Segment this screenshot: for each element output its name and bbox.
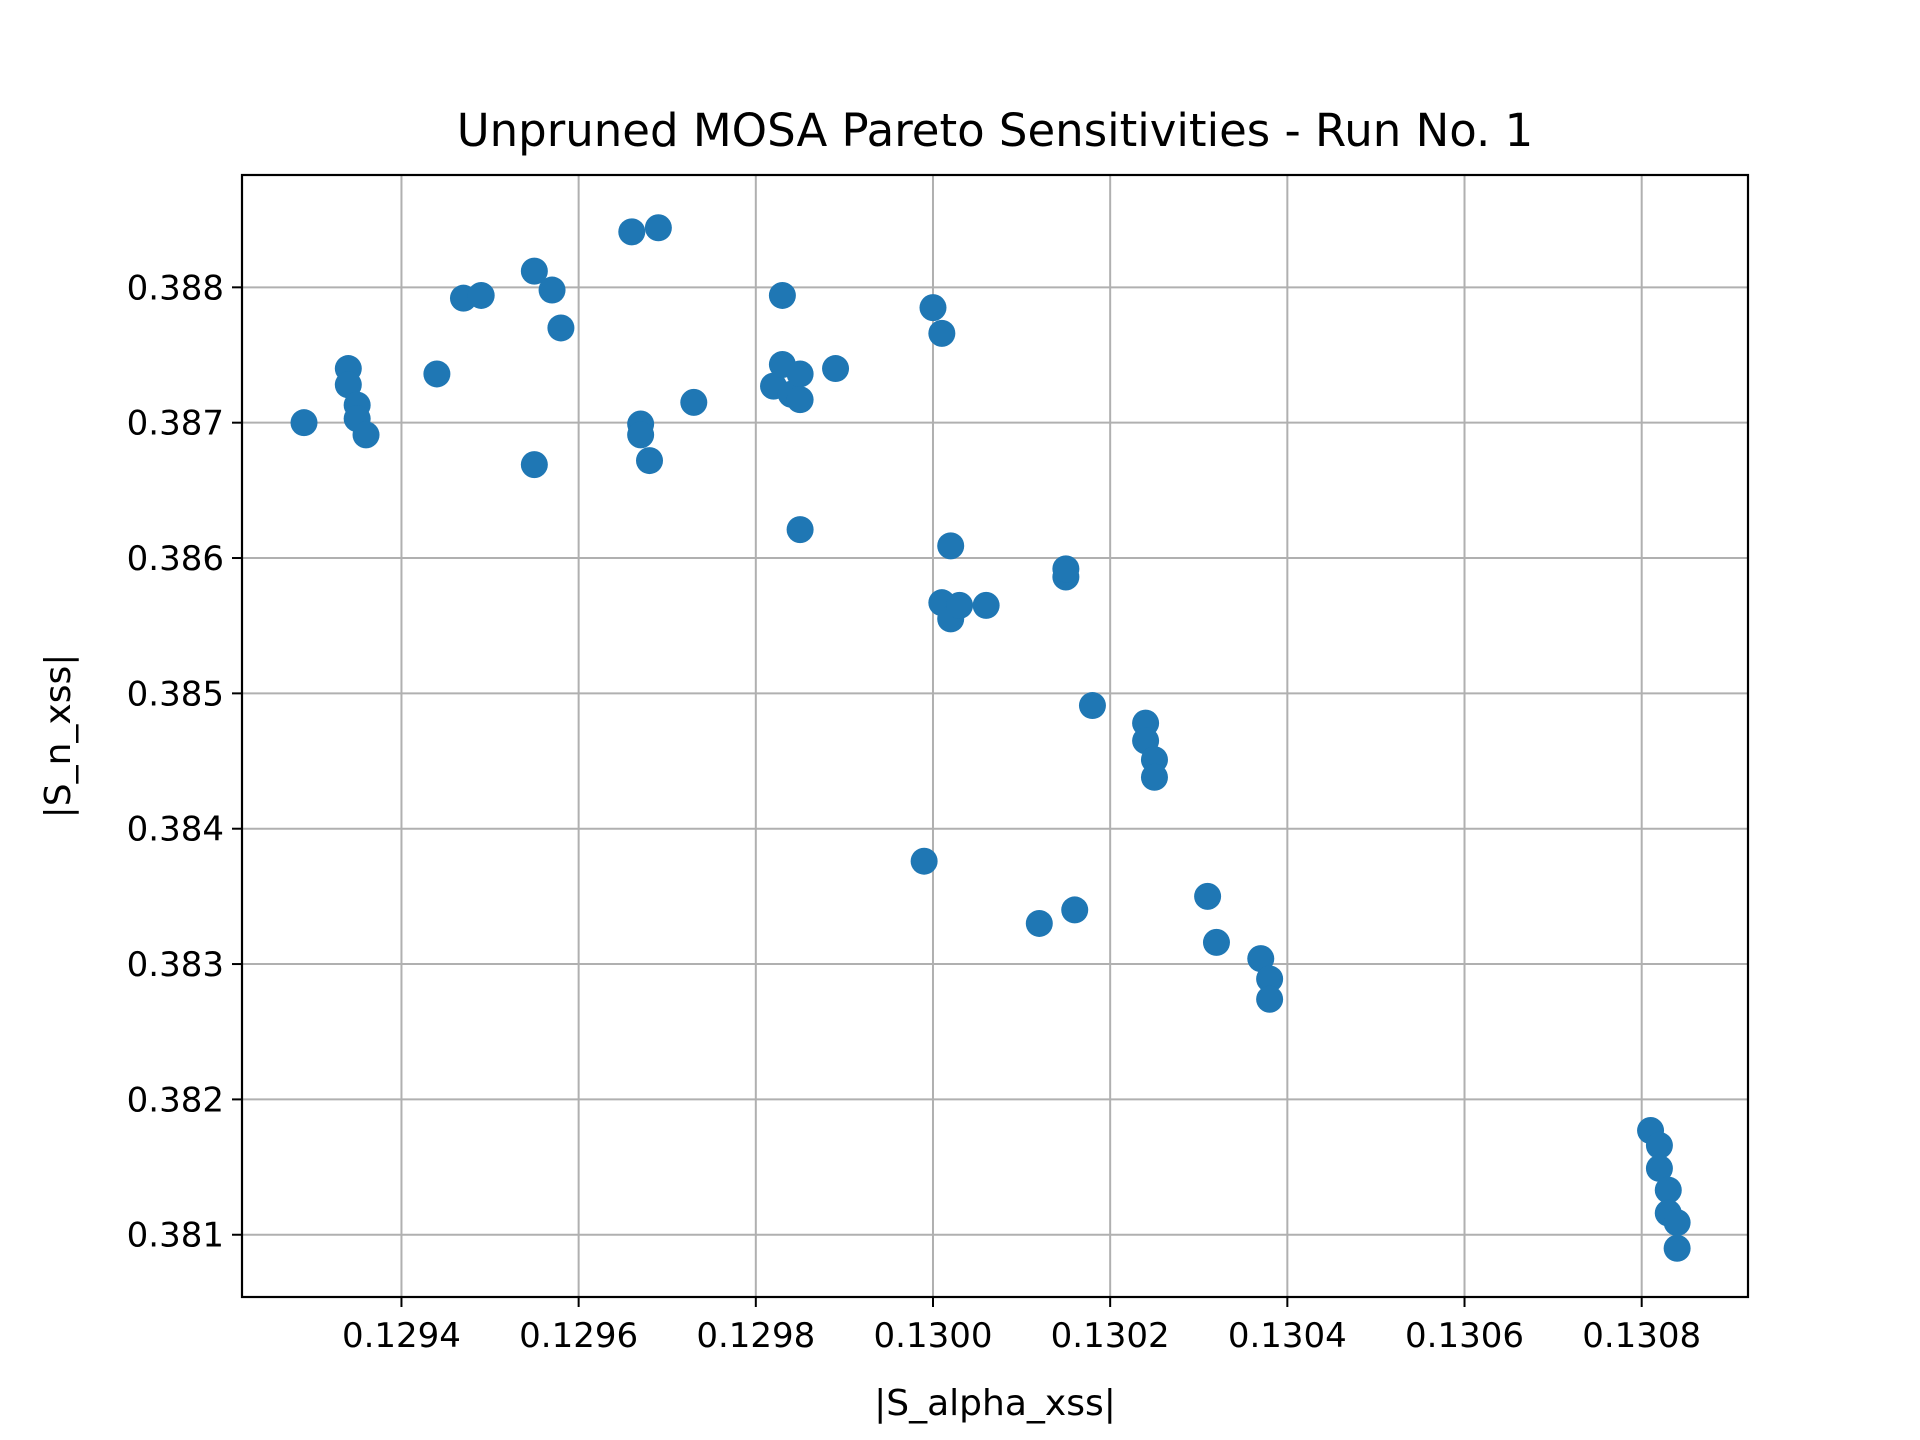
data-point xyxy=(786,516,814,544)
y-axis-ticks: 0.381 0.382 0.383 0.384 0.385 0.386 0.387 0.388 xyxy=(127,268,242,1256)
data-point xyxy=(680,388,708,416)
data-point xyxy=(1202,928,1230,956)
data-point xyxy=(520,257,548,285)
data-point xyxy=(423,360,451,388)
data-point xyxy=(910,847,938,875)
data-point xyxy=(538,276,566,304)
y-axis-label: |S_n_xss| xyxy=(38,654,79,819)
data-point xyxy=(1645,1131,1673,1159)
y-tick-label: 0.388 xyxy=(127,268,224,308)
data-point xyxy=(919,294,947,322)
data-point xyxy=(352,421,380,449)
data-point xyxy=(636,447,664,475)
data-point xyxy=(1247,945,1275,973)
x-tick-label: 0.1300 xyxy=(874,1316,993,1356)
data-point xyxy=(1663,1234,1691,1262)
data-point xyxy=(972,591,1000,619)
grid xyxy=(242,175,1748,1297)
data-point xyxy=(1645,1154,1673,1182)
x-tick-label: 0.1306 xyxy=(1405,1316,1524,1356)
data-point xyxy=(644,214,672,242)
y-tick-label: 0.387 xyxy=(127,404,224,444)
y-tick-label: 0.382 xyxy=(127,1080,224,1120)
data-point xyxy=(547,314,575,342)
data-point xyxy=(768,281,796,309)
data-point xyxy=(1256,965,1284,993)
x-tick-label: 0.1296 xyxy=(519,1316,638,1356)
x-axis-ticks: 0.1294 0.1296 0.1298 0.1300 0.1302 0.1304 0.13… xyxy=(342,1297,1701,1356)
plot-area xyxy=(242,175,1748,1297)
data-point xyxy=(946,591,974,619)
data-point xyxy=(937,532,965,560)
data-point xyxy=(1194,882,1222,910)
x-tick-label: 0.1298 xyxy=(696,1316,815,1356)
data-point xyxy=(1654,1176,1682,1204)
data-point xyxy=(822,355,850,383)
x-tick-label: 0.1308 xyxy=(1582,1316,1701,1356)
data-point xyxy=(618,218,646,246)
data-point xyxy=(520,451,548,479)
y-tick-label: 0.381 xyxy=(127,1216,224,1256)
data-point xyxy=(786,386,814,414)
data-point xyxy=(290,409,318,437)
chart-title: Unpruned MOSA Pareto Sensitivities - Run… xyxy=(457,104,1534,157)
data-point xyxy=(1140,763,1168,791)
data-points xyxy=(290,214,1691,1262)
data-point xyxy=(1061,896,1089,924)
y-tick-label: 0.386 xyxy=(127,539,224,579)
data-point xyxy=(334,371,362,399)
data-point xyxy=(1663,1209,1691,1237)
x-tick-label: 0.1294 xyxy=(342,1316,461,1356)
data-point xyxy=(1256,985,1284,1013)
data-point xyxy=(1025,909,1053,937)
data-point xyxy=(1052,555,1080,583)
y-tick-label: 0.384 xyxy=(127,810,224,850)
data-point xyxy=(467,281,495,309)
x-tick-label: 0.1302 xyxy=(1051,1316,1170,1356)
y-tick-label: 0.385 xyxy=(127,674,224,714)
y-tick-label: 0.383 xyxy=(127,945,224,985)
data-point xyxy=(928,319,956,347)
data-point xyxy=(1078,692,1106,720)
data-point xyxy=(627,421,655,449)
x-axis-label: |S_alpha_xss| xyxy=(874,1383,1116,1424)
x-tick-label: 0.1304 xyxy=(1228,1316,1347,1356)
data-point xyxy=(786,360,814,388)
plot-frame xyxy=(240,173,1750,1299)
